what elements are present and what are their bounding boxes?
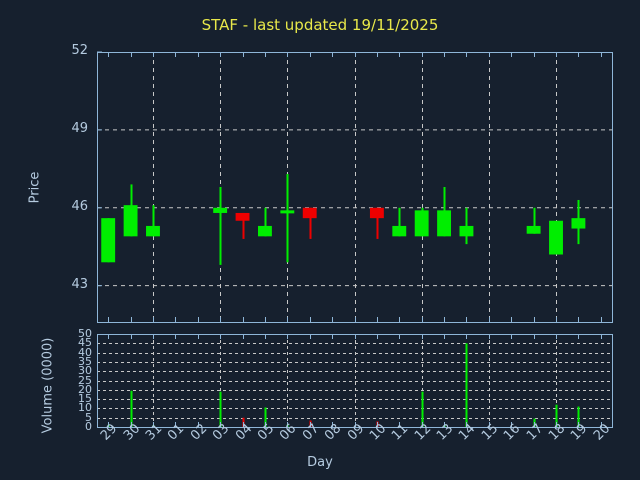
candle-body [302,207,317,219]
volume-tick-label: 30 [78,364,92,378]
volume-tick-label: 35 [78,354,92,368]
axis-frame [97,51,613,428]
price-tick-label: 46 [71,198,88,214]
candle-body [235,212,250,221]
candle-body [459,225,474,237]
volume-tick-label: 20 [78,382,92,396]
candlestick-series [101,174,586,265]
volume-tick-label: 15 [78,392,92,406]
candle-body [101,218,116,263]
volume-tick-label: 25 [78,373,92,387]
x-axis-label: Day [307,455,333,470]
volume-tick-label: 45 [78,336,92,350]
chart-title: STAF - last updated 19/11/2025 [201,16,439,34]
volume-tick-label: 40 [78,345,92,359]
candle-body [392,225,407,237]
volume-tick-label: 10 [78,401,92,415]
price-tick-label: 43 [71,276,88,292]
volume-tick-label: 0 [85,420,92,433]
grid-layer [97,52,612,428]
candle-body [526,225,541,234]
candle-body [146,225,160,237]
candle-body [414,210,429,237]
candle-body [571,218,586,229]
volume-series [107,343,580,427]
candle-body [123,205,138,237]
candle-body [437,210,452,237]
volume-tick-label: 5 [85,410,92,424]
volume-tick-label: 50 [78,327,92,340]
candle-body [257,225,272,237]
candle-body [213,207,228,213]
candle-body [369,207,384,219]
candle-body [280,210,295,214]
candle-body [549,220,563,255]
price-tick-label: 52 [71,43,88,58]
price-tick-label: 49 [71,120,88,136]
